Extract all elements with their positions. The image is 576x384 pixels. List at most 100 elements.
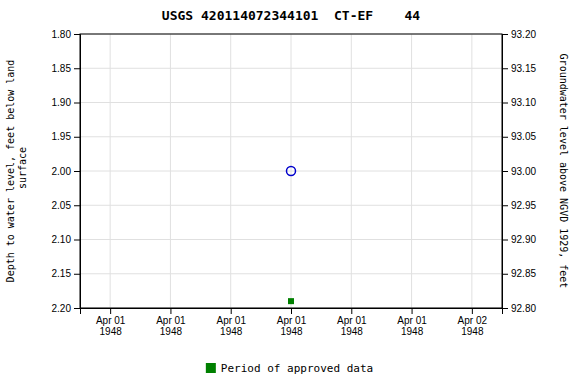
tick-label: 1.95 xyxy=(52,131,72,142)
chart: Apr 011948 Apr 011948 Apr 011948 Apr 011948… xyxy=(0,0,576,384)
tick-label: Apr 011948 xyxy=(397,315,427,337)
tick-mark xyxy=(74,34,80,35)
tick-label: Apr 011948 xyxy=(216,315,246,337)
legend-label: Period of approved data xyxy=(221,362,373,375)
y2-tick: 93.10 xyxy=(502,97,536,108)
tick-label: 92.90 xyxy=(511,234,536,245)
grid-line xyxy=(351,34,352,308)
axis-domain xyxy=(74,35,81,309)
y-tick: 1.80 xyxy=(52,29,80,40)
y2-tick: 93.05 xyxy=(502,131,536,142)
tick-mark xyxy=(351,308,352,314)
y-tick: 1.90 xyxy=(52,97,80,108)
x-tick: Apr 011948 xyxy=(397,308,427,337)
tick-label: 1.80 xyxy=(52,29,72,40)
tick-mark xyxy=(110,308,111,314)
tick-label: 2.15 xyxy=(52,268,72,279)
y-axis: 1.80 1.85 1.90 1.95 2.00 2.05 2.10 2.15 2.20 xyxy=(52,29,81,314)
tick-mark xyxy=(231,308,232,314)
x-axis: Apr 011948 Apr 011948 Apr 011948 Apr 011948… xyxy=(81,308,503,337)
tick-mark xyxy=(74,137,80,138)
x-tick: Apr 011948 xyxy=(216,308,246,337)
y2-tick: 92.90 xyxy=(502,234,536,245)
tick-label: 92.95 xyxy=(511,200,536,211)
tick-label: 2.05 xyxy=(52,200,72,211)
tick-mark xyxy=(74,171,80,172)
tick-mark xyxy=(74,274,80,275)
tick-label: Apr 011948 xyxy=(156,315,186,337)
tick-label: 1.90 xyxy=(52,97,72,108)
tick-label: 2.10 xyxy=(52,234,72,245)
grid xyxy=(80,34,502,308)
tick-label: 93.05 xyxy=(511,131,536,142)
y2-tick: 93.00 xyxy=(502,166,536,177)
tick-label: 93.00 xyxy=(511,166,536,177)
axis-domain xyxy=(503,35,509,309)
axis-title: Depth to water level, feet below land su… xyxy=(5,60,28,283)
y2-tick: 92.80 xyxy=(502,303,536,314)
tick-mark xyxy=(74,240,80,241)
tick-mark xyxy=(74,205,80,206)
tick-mark xyxy=(502,205,508,206)
marks xyxy=(287,167,296,305)
x-tick: Apr 021948 xyxy=(458,308,488,337)
grid-line xyxy=(411,34,412,308)
axis-title: Groundwater level above NGVD 1929, feet xyxy=(558,54,569,289)
tick-label: 2.00 xyxy=(52,166,72,177)
tick-mark xyxy=(412,308,413,314)
y2-axis: 93.20 93.15 93.10 93.05 93.00 92.95 92.90 92.85… xyxy=(502,29,536,314)
x-tick: Apr 011948 xyxy=(96,308,126,337)
y-tick: 1.95 xyxy=(52,131,80,142)
series xyxy=(287,167,296,176)
tick-label: 93.20 xyxy=(511,29,536,40)
grid-line xyxy=(471,34,472,308)
y2-tick: 92.85 xyxy=(502,268,536,279)
tick-label: 93.10 xyxy=(511,97,536,108)
tick-mark xyxy=(291,308,292,314)
tick-mark xyxy=(502,34,508,35)
title: USGS 420114072344101 CT-EF 44 xyxy=(162,8,420,23)
x-tick: Apr 011948 xyxy=(156,308,186,337)
y-tick: 2.15 xyxy=(52,268,80,279)
tick-mark xyxy=(74,308,80,309)
grid-line xyxy=(291,34,292,308)
tick-mark xyxy=(74,103,80,104)
grid-line xyxy=(170,34,171,308)
tick-mark xyxy=(502,137,508,138)
axis-domain xyxy=(81,309,503,315)
y-tick: 2.10 xyxy=(52,234,80,245)
y2-tick: 92.95 xyxy=(502,200,536,211)
legend: Period of approved data xyxy=(206,362,373,375)
point xyxy=(288,298,294,304)
tick-mark xyxy=(472,308,473,314)
y-tick: 1.85 xyxy=(52,63,80,74)
tick-mark xyxy=(502,274,508,275)
grid-line xyxy=(230,34,231,308)
tick-label: 92.85 xyxy=(511,268,536,279)
tick-label: 1.85 xyxy=(52,63,72,74)
tick-mark xyxy=(74,68,80,69)
y2-tick: 93.20 xyxy=(502,29,536,40)
series xyxy=(288,298,294,304)
y-tick: 2.20 xyxy=(52,303,80,314)
tick-label: Apr 011948 xyxy=(277,315,307,337)
tick-mark xyxy=(502,171,508,172)
legend-swatch xyxy=(206,363,216,373)
point xyxy=(287,167,296,176)
tick-label: 93.15 xyxy=(511,63,536,74)
tick-mark xyxy=(502,68,508,69)
tick-mark xyxy=(502,103,508,104)
tick-label: 92.80 xyxy=(511,303,536,314)
plot: Apr 011948 Apr 011948 Apr 011948 Apr 011948… xyxy=(52,29,537,337)
tick-label: 2.20 xyxy=(52,303,72,314)
plot-frame xyxy=(80,34,502,308)
x-tick: Apr 011948 xyxy=(337,308,367,337)
x-tick: Apr 011948 xyxy=(277,308,307,337)
tick-mark xyxy=(502,308,508,309)
tick-mark xyxy=(502,240,508,241)
y2-tick: 93.15 xyxy=(502,63,536,74)
tick-label: Apr 021948 xyxy=(458,315,488,337)
y-tick: 2.05 xyxy=(52,200,80,211)
grid-line xyxy=(110,34,111,308)
tick-label: Apr 011948 xyxy=(96,315,126,337)
